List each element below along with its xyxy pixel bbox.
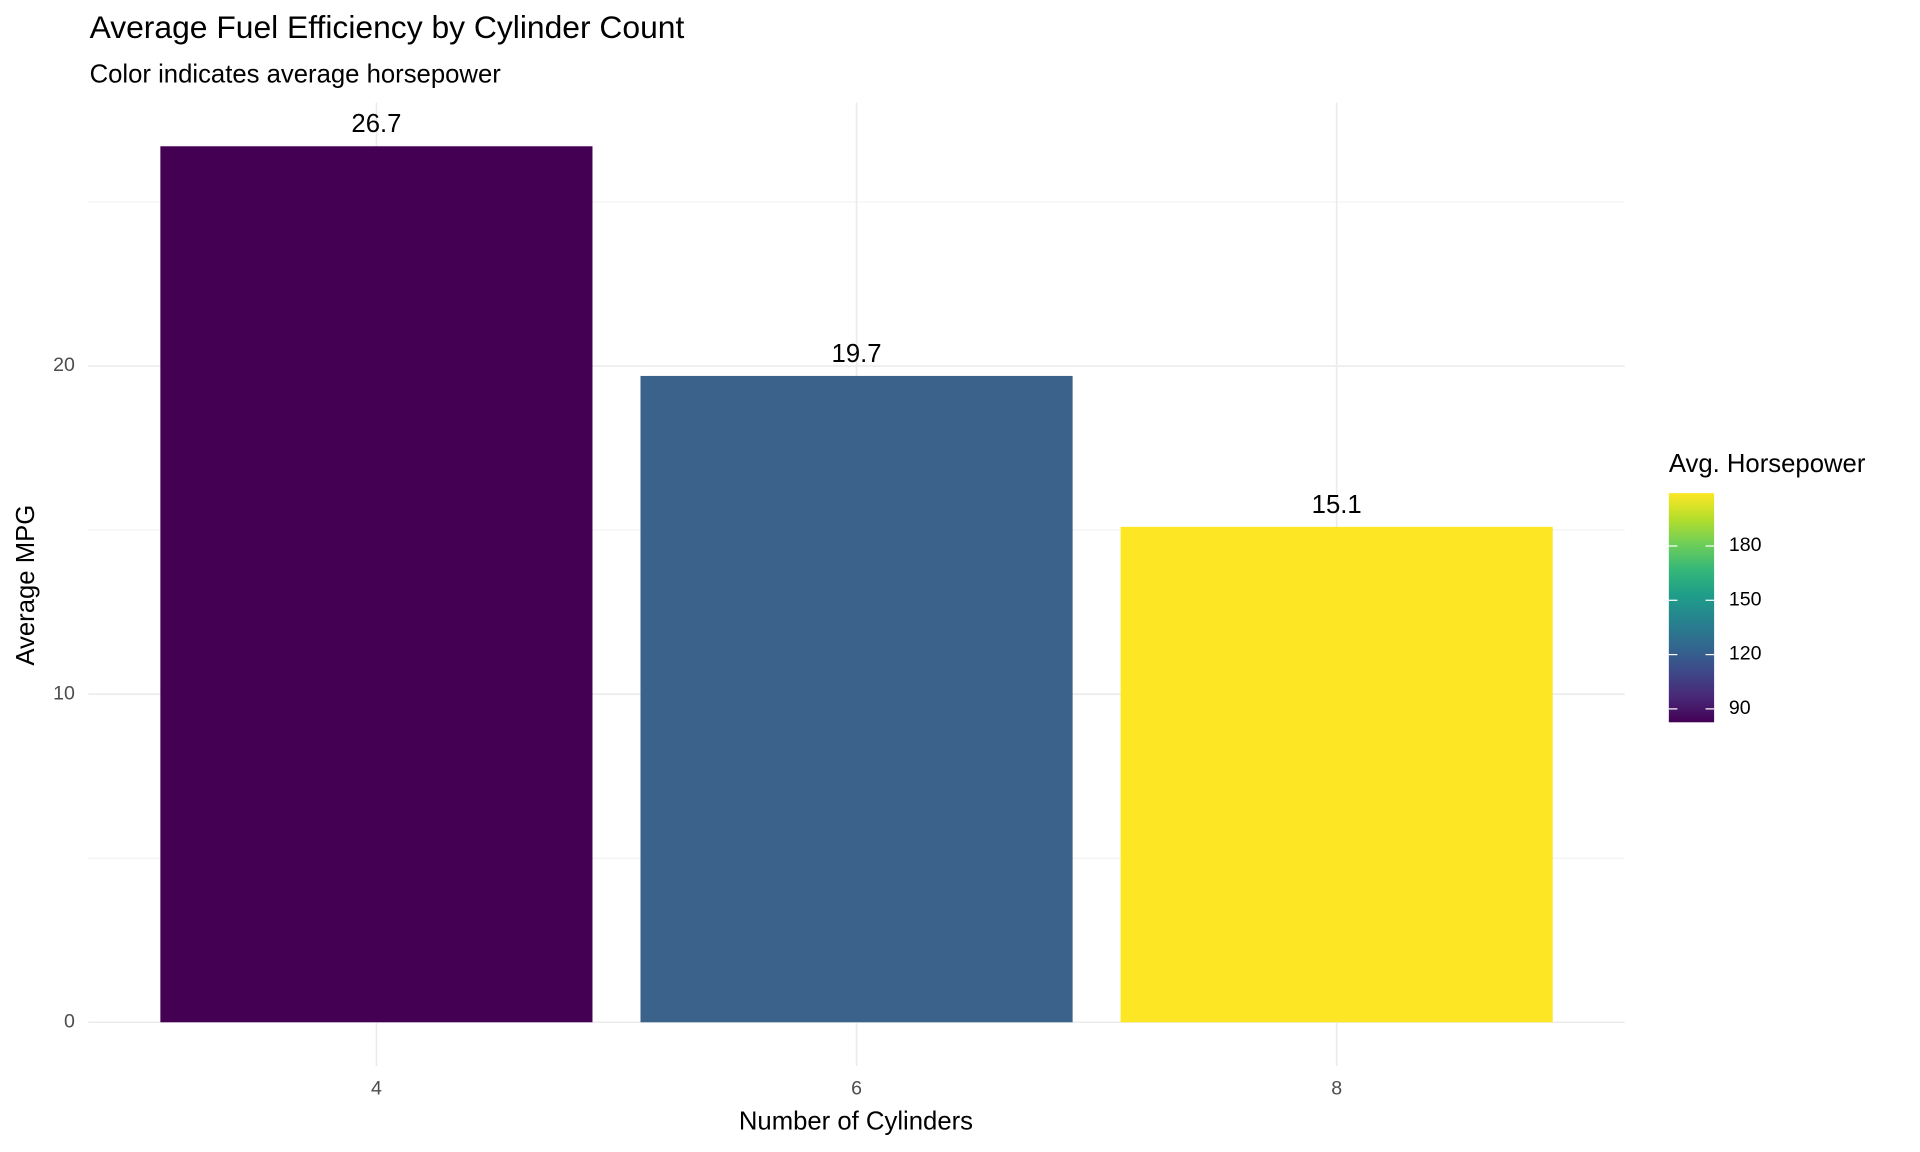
colorbar-tick-label: 120 <box>1729 643 1762 665</box>
colorbar-tick-label: 90 <box>1729 697 1751 719</box>
chart-subtitle: Color indicates average horsepower <box>90 61 502 89</box>
value-label: 15.1 <box>1312 491 1362 519</box>
colorbar-tick-label: 180 <box>1729 534 1762 556</box>
y-tick-label: 20 <box>53 354 75 376</box>
y-tick-label: 0 <box>64 1010 75 1032</box>
y-axis-title: Average MPG <box>12 505 40 666</box>
bar <box>1120 526 1553 1023</box>
x-tick-label: 6 <box>851 1078 862 1100</box>
value-label: 26.7 <box>351 110 401 138</box>
chart-title: Average Fuel Efficiency by Cylinder Coun… <box>90 9 685 45</box>
colorbar <box>1668 493 1715 723</box>
legend-title: Avg. Horsepower <box>1669 450 1866 478</box>
bar <box>160 146 593 1023</box>
value-label: 19.7 <box>832 340 882 368</box>
x-axis-title: Number of Cylinders <box>739 1107 973 1135</box>
x-tick-label: 4 <box>371 1078 382 1100</box>
colorbar-tick-label: 150 <box>1729 588 1762 610</box>
x-tick-label: 8 <box>1331 1078 1342 1100</box>
bar <box>640 375 1073 1023</box>
y-tick-label: 10 <box>53 682 75 704</box>
